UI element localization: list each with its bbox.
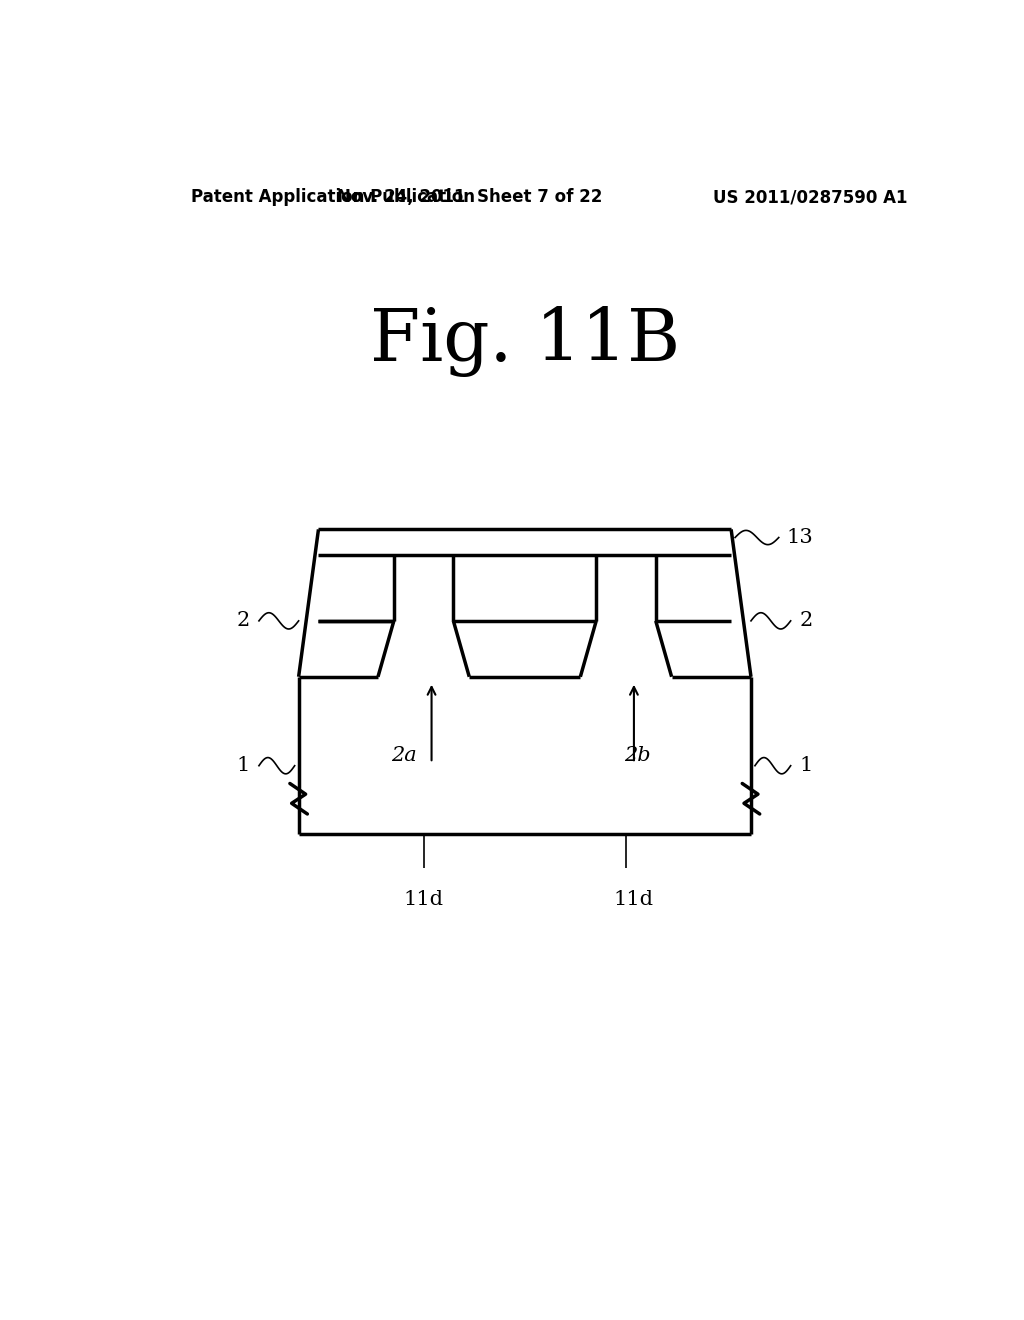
Text: Nov. 24, 2011  Sheet 7 of 22: Nov. 24, 2011 Sheet 7 of 22	[337, 187, 602, 206]
Text: 11d: 11d	[614, 890, 654, 909]
Text: US 2011/0287590 A1: US 2011/0287590 A1	[714, 187, 907, 206]
Text: 1: 1	[237, 756, 250, 775]
Text: 2: 2	[237, 611, 250, 631]
Text: 2: 2	[800, 611, 813, 631]
Text: 1: 1	[800, 756, 813, 775]
Text: Patent Application Publication: Patent Application Publication	[191, 187, 475, 206]
Text: Fig. 11B: Fig. 11B	[370, 306, 680, 376]
Text: 2b: 2b	[625, 746, 651, 766]
Text: 11d: 11d	[403, 890, 443, 909]
Text: 2a: 2a	[391, 746, 417, 766]
Text: 13: 13	[786, 528, 813, 546]
